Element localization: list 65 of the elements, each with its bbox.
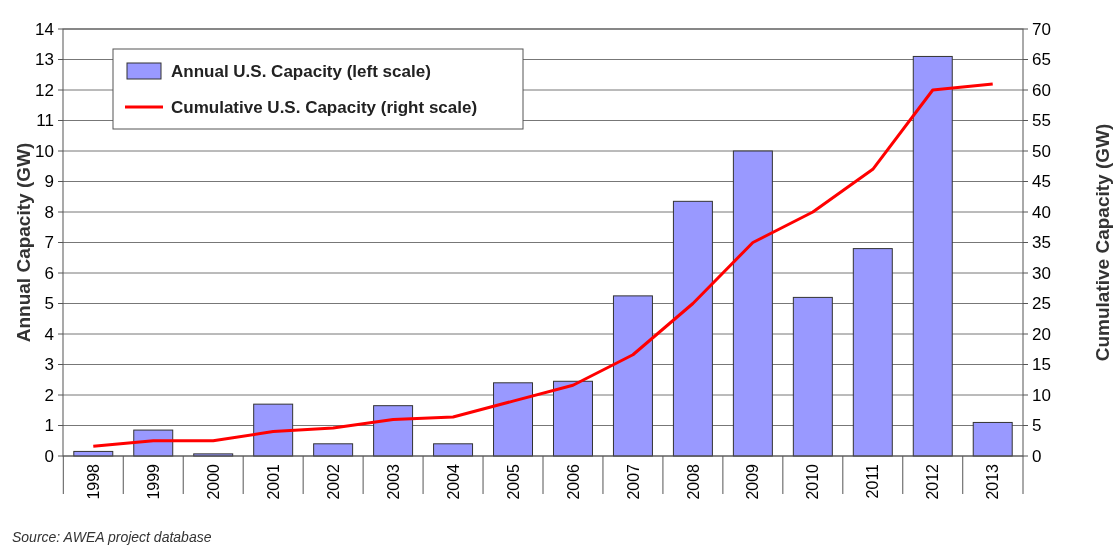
bar — [552, 380, 593, 457]
bar — [493, 382, 534, 457]
bar — [433, 443, 474, 457]
x-tick-label: 2011 — [864, 463, 882, 499]
bar — [852, 248, 893, 457]
x-tick-label: 2001 — [264, 463, 282, 500]
y2-tick-label: 5 — [1032, 416, 1042, 436]
y2-tick-label: 30 — [1032, 263, 1051, 283]
x-tick-label: 2000 — [204, 463, 222, 500]
legend-label: Cumulative U.S. Capacity (right scale) — [171, 97, 478, 117]
y-tick-label: 13 — [35, 50, 54, 70]
y-tick-label: 9 — [44, 172, 54, 192]
bar — [732, 150, 773, 457]
x-tick-label: 1998 — [84, 463, 102, 500]
y-tick-label: 4 — [44, 324, 54, 344]
y-tick-label: 6 — [44, 263, 54, 283]
source-note: Source: AWEA project database — [12, 529, 212, 545]
bar — [253, 403, 294, 457]
x-tick-label: 2013 — [984, 463, 1002, 500]
x-tick-label: 2010 — [804, 463, 822, 500]
x-tick-label: 2008 — [684, 463, 702, 500]
y2-tick-label: 35 — [1032, 233, 1051, 253]
y-tick-label: 10 — [35, 141, 54, 161]
bar — [972, 421, 1013, 457]
y2-tick-label: 20 — [1032, 324, 1051, 344]
x-tick-label: 2009 — [744, 463, 762, 500]
y2-tick-label: 10 — [1032, 385, 1051, 405]
bar — [373, 405, 414, 457]
y-tick-label: 12 — [35, 80, 54, 100]
y-tick-label: 14 — [35, 19, 54, 39]
y2-tick-label: 65 — [1032, 50, 1051, 70]
y2-tick-label: 50 — [1032, 141, 1051, 161]
y2-tick-label: 60 — [1032, 80, 1051, 100]
bar — [313, 443, 354, 457]
y2-tick-label: 0 — [1032, 446, 1042, 466]
x-tick-label: 2006 — [564, 463, 582, 500]
y-tick-label: 3 — [44, 355, 54, 375]
line-series — [91, 82, 995, 448]
bar — [792, 296, 833, 457]
x-tick-label: 1999 — [144, 463, 162, 500]
y-tick-label: 11 — [36, 111, 54, 131]
bar — [672, 200, 713, 457]
y2-tick-label: 45 — [1032, 172, 1051, 192]
y2-tick-label: 40 — [1032, 202, 1051, 222]
bar — [612, 295, 653, 457]
y2-axis-title: Cumulative Capacity (GW) — [1092, 123, 1113, 362]
y-tick-label: 7 — [44, 233, 54, 253]
y-tick-label: 1 — [44, 416, 54, 436]
y-axis-title: Annual Capacity (GW) — [13, 142, 34, 343]
y-tick-label: 0 — [44, 446, 54, 466]
y2-tick-label: 15 — [1032, 355, 1051, 375]
y2-tick-label: 55 — [1032, 111, 1051, 131]
x-tick-label: 2002 — [324, 463, 342, 500]
x-tick-label: 2007 — [624, 463, 642, 500]
x-tick-label: 2005 — [504, 463, 522, 500]
y-tick-label: 5 — [44, 294, 54, 314]
y-tick-label: 8 — [44, 202, 54, 222]
y2-tick-label: 70 — [1032, 19, 1051, 39]
x-tick-label: 2004 — [444, 463, 462, 500]
bar — [912, 55, 953, 457]
x-tick-label: 2003 — [384, 463, 402, 500]
legend-label: Annual U.S. Capacity (left scale) — [171, 61, 431, 81]
y-tick-label: 2 — [44, 385, 54, 405]
y2-tick-label: 25 — [1032, 294, 1051, 314]
x-tick-label: 2012 — [924, 463, 942, 500]
